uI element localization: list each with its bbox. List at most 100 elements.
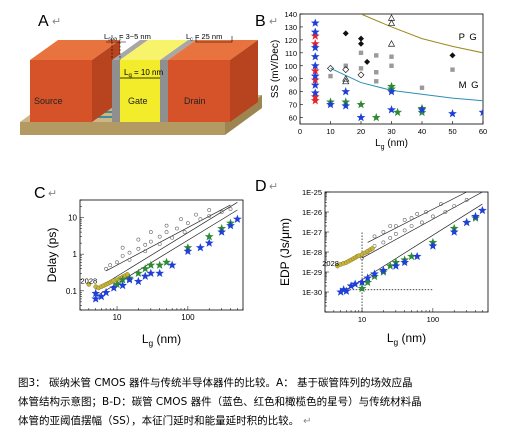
data-point-green <box>370 271 379 281</box>
data-point-open-gray <box>182 230 187 234</box>
data-point-blue <box>370 269 379 278</box>
lspa-subscript: spa <box>108 37 118 43</box>
mg-curve-label: M G <box>459 80 480 91</box>
series-olive <box>335 246 375 269</box>
data-point-blue <box>356 112 366 122</box>
trend-line <box>105 204 231 272</box>
data-point-blue <box>378 265 388 275</box>
panel-d: D ↵ 10 100 1E-30 1E-29 1E-28 1E-27 1E-26 1E-25 L… <box>255 178 489 347</box>
source-block-top <box>30 40 120 60</box>
caption-line-3: 体管的亚阈值摆幅（SS），本征门延时和能量延时积的比较。 ↵ <box>18 412 508 431</box>
data-point-open-gray <box>143 242 148 247</box>
data-point-blue <box>412 251 422 261</box>
y-axis-label: SS (mV/Dec) <box>270 40 281 98</box>
data-point-open-triangle <box>387 40 396 47</box>
data-point-blue <box>400 257 410 267</box>
data-point-green <box>363 277 373 287</box>
return-mark-a: ↵ <box>52 16 61 28</box>
data-point-open-gray <box>120 253 125 258</box>
return-mark-c: ↵ <box>48 188 57 200</box>
data-point-blue <box>217 227 227 236</box>
spacer-left <box>112 40 148 60</box>
x-tick-label: 60 <box>479 127 487 136</box>
data-point-green <box>356 99 366 109</box>
data-point-blue <box>341 87 351 96</box>
source-block-front <box>30 60 92 122</box>
y-tick-label: 110 <box>285 49 297 58</box>
edp-chart: 10 100 1E-30 1E-29 1E-28 1E-27 1E-26 1E-25 Lg (n… <box>278 188 489 347</box>
data-point-blue <box>387 87 396 96</box>
series-green <box>326 81 427 122</box>
data-point-blue <box>125 275 134 284</box>
data-point-blue <box>310 61 320 70</box>
panel-label-c: C <box>34 185 46 202</box>
data-point-blue <box>341 286 351 295</box>
y-tick-label: 1E-25 <box>302 188 322 197</box>
x-axis-label: Lg (nm) <box>387 331 426 347</box>
data-point-green <box>162 257 171 267</box>
panel-c: C ↵ 10 100 0.1 1 10 Lg (nm) Delay (ps) 2028 <box>34 185 244 348</box>
data-point-blue <box>357 277 367 287</box>
data-point-blue <box>91 288 101 298</box>
data-point-blue <box>336 287 346 296</box>
source-label: Source <box>34 96 63 106</box>
data-point-open-gray <box>170 235 175 240</box>
data-point-red <box>310 31 320 40</box>
data-point-black-diamond <box>364 58 371 65</box>
data-point-blue <box>478 107 483 117</box>
data-point-blue <box>417 105 427 114</box>
data-point-open-gray <box>136 237 141 242</box>
data-point-open-gray <box>127 250 132 255</box>
lspa-dimension: Lspa = 3~5 nm <box>104 32 151 60</box>
data-point-olive <box>86 282 92 287</box>
return-mark-d: ↵ <box>269 181 278 193</box>
data-point-open-gray <box>393 224 398 228</box>
data-point-green <box>112 279 122 289</box>
data-point-blue <box>183 246 193 255</box>
y-tick-label: 1E-27 <box>302 228 322 237</box>
panel-label-d: D <box>255 178 267 195</box>
data-point-blue <box>449 227 459 236</box>
series-green <box>357 213 480 293</box>
plot-area <box>335 192 487 312</box>
panel-label-a: A <box>38 13 49 30</box>
caption-line-1: 图3： 碳纳米管 CMOS 器件与传统半导体器件的比较。A： 基于碳管阵列的场效… <box>18 377 413 389</box>
axis-ticks: 10 100 1E-30 1E-29 1E-28 1E-27 1E-26 1E-25 <box>302 188 489 324</box>
data-point-black-diamond <box>358 35 364 42</box>
data-point-open-gray <box>157 234 162 239</box>
spacer-right <box>160 40 196 60</box>
data-point-open-gray <box>219 210 224 215</box>
data-point-blue <box>140 271 150 280</box>
panel-a: A ↵ Source <box>20 13 262 135</box>
series-gray-square <box>328 50 455 90</box>
trend-line <box>95 209 238 297</box>
data-point-open-triangle <box>387 19 396 26</box>
data-point-blue <box>326 99 335 109</box>
data-point-open-gray <box>108 263 113 268</box>
data-point-olive <box>370 246 375 251</box>
series-blue <box>336 205 487 296</box>
x-axis-label-sub: g <box>381 144 385 151</box>
data-point-open-gray <box>127 257 132 262</box>
data-point-red <box>310 66 320 75</box>
data-point-open-gray <box>148 230 153 234</box>
data-point-open-gray <box>388 236 393 240</box>
data-point-blue <box>350 279 360 288</box>
series-open-diamond <box>327 64 365 79</box>
data-point-blue <box>310 80 320 89</box>
data-point-open-gray <box>164 230 169 234</box>
x-tick-label: 100 <box>181 313 195 322</box>
gate-block-top <box>120 40 188 60</box>
data-point-open-gray <box>443 210 448 214</box>
data-point-blue <box>346 281 356 290</box>
data-point-green <box>417 107 427 117</box>
series-black-diamond <box>342 30 456 65</box>
plot-frame <box>79 199 244 311</box>
data-point-black-diamond <box>449 52 456 59</box>
data-point-blue <box>133 276 143 286</box>
svg-text:Lg = 10 nm: Lg = 10 nm <box>124 68 163 79</box>
x-tick-label: 40 <box>418 127 426 136</box>
series-open-gray <box>360 198 469 260</box>
data-point-green <box>133 268 143 278</box>
data-point-blue <box>204 238 214 247</box>
